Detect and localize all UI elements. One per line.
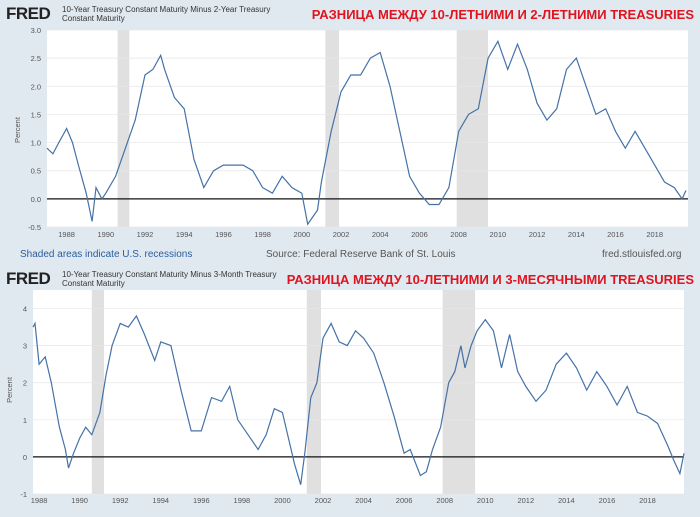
plot-area-2	[33, 290, 684, 494]
x-tick-label: 2010	[477, 496, 494, 505]
y-tick-label: 2.0	[31, 82, 41, 91]
y-tick-label: 0	[23, 453, 27, 462]
y-tick-label: -0.5	[28, 223, 41, 232]
x-tick-label: 1996	[215, 230, 232, 239]
y-tick-label: 3.0	[31, 26, 41, 35]
recession-band	[117, 30, 130, 227]
recession-band	[456, 30, 489, 227]
x-tick-label: 1992	[112, 496, 129, 505]
fred-logo: FRED	[6, 4, 51, 23]
y-tick-label: 1.0	[31, 139, 41, 148]
y-tick-label: 3	[23, 342, 27, 351]
y-axis-label: Percent	[13, 116, 22, 143]
x-tick-label: 2018	[639, 496, 656, 505]
x-tick-label: 1996	[193, 496, 210, 505]
x-tick-label: 2016	[607, 230, 624, 239]
recession-note[interactable]: Shaded areas indicate U.S. recessions	[20, 249, 193, 260]
x-tick-label: 1990	[97, 230, 114, 239]
x-tick-label: 1988	[31, 496, 48, 505]
series-title-2: 10-Year Treasury Constant Maturity Minus…	[62, 270, 277, 288]
y-tick-label: 2	[23, 379, 27, 388]
fred-logo-2: FRED	[6, 269, 51, 288]
x-tick-label: 1994	[176, 230, 193, 239]
x-tick-label: 2008	[450, 230, 467, 239]
annotation-1: РАЗНИЦА МЕЖДУ 10-ЛЕТНИМИ И 2-ЛЕТНИМИ TRE…	[311, 7, 694, 22]
x-tick-label: 2000	[293, 230, 310, 239]
x-tick-label: 1992	[137, 230, 154, 239]
source-text: Source: Federal Reserve Bank of St. Loui…	[266, 249, 456, 260]
series-line-1	[46, 39, 687, 226]
x-tick-label: 2016	[599, 496, 616, 505]
x-tick-label: 2004	[355, 496, 372, 505]
x-tick-label: 2006	[411, 230, 428, 239]
x-tick-label: 2004	[372, 230, 389, 239]
x-tick-label: 1988	[58, 230, 75, 239]
x-tick-label: 1998	[234, 496, 251, 505]
plot-area-1	[47, 30, 688, 227]
recession-band	[306, 290, 321, 494]
x-tick-label: 2006	[396, 496, 413, 505]
series-line-2	[32, 314, 685, 485]
x-tick-label: 2002	[315, 496, 332, 505]
x-tick-label: 2012	[517, 496, 534, 505]
x-tick-label: 2002	[333, 230, 350, 239]
y-axis-label: Percent	[5, 376, 14, 403]
y-tick-label: 1.5	[31, 110, 41, 119]
x-tick-label: 2010	[490, 230, 507, 239]
recession-band	[91, 290, 104, 494]
x-tick-label: 1990	[71, 496, 88, 505]
y-tick-label: 0.0	[31, 195, 41, 204]
series-title-1: 10-Year Treasury Constant Maturity Minus…	[62, 5, 271, 23]
x-tick-label: 1998	[254, 230, 271, 239]
x-tick-label: 2018	[646, 230, 663, 239]
x-tick-label: 2014	[558, 496, 575, 505]
y-tick-label: 0.5	[31, 167, 41, 176]
y-tick-label: 1	[23, 416, 27, 425]
x-tick-label: 2014	[568, 230, 585, 239]
y-tick-label: 2.5	[31, 54, 41, 63]
site-link[interactable]: fred.stlouisfed.org	[602, 249, 682, 260]
y-tick-label: -1	[20, 490, 27, 499]
x-tick-label: 1994	[152, 496, 169, 505]
recession-band	[442, 290, 476, 494]
x-tick-label: 2000	[274, 496, 291, 505]
x-tick-label: 2012	[529, 230, 546, 239]
annotation-2: РАЗНИЦА МЕЖДУ 10-ЛЕТНИМИ И 3-МЕСЯЧНЫМИ T…	[286, 272, 694, 287]
y-tick-label: 4	[23, 305, 27, 314]
x-tick-label: 2008	[436, 496, 453, 505]
